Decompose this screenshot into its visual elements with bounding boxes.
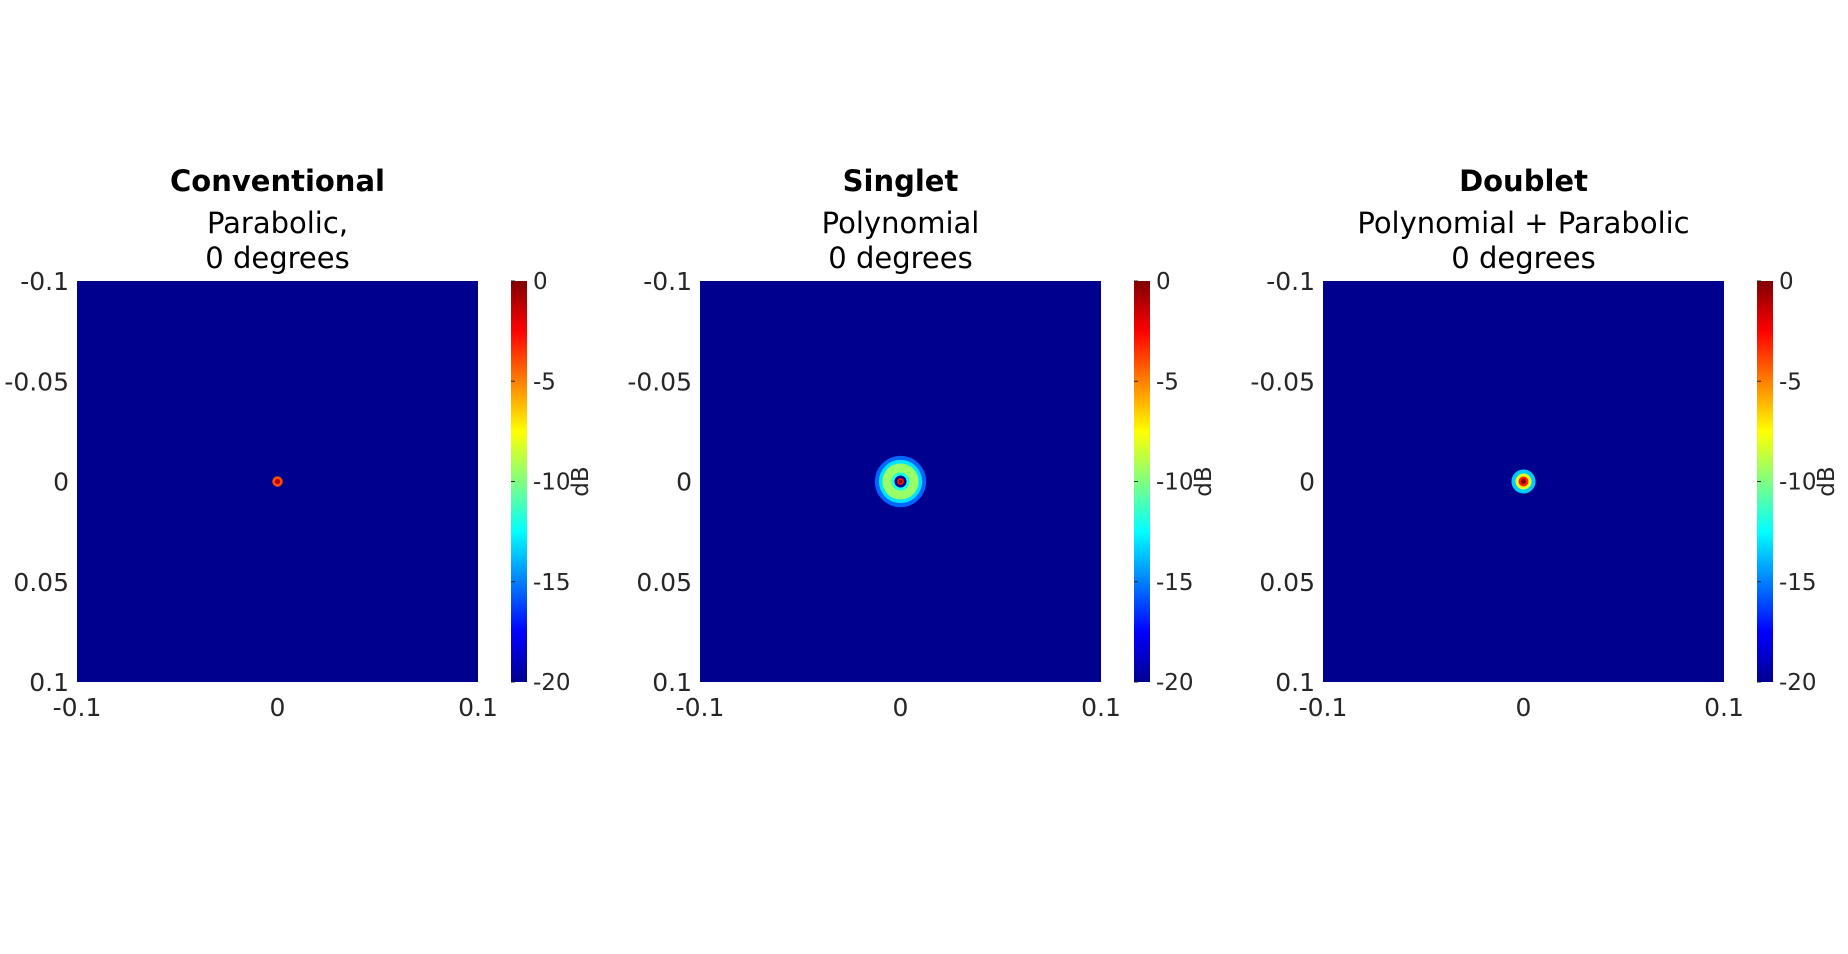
y-tick-label: 0.1 (652, 668, 692, 697)
y-tick-label: -0.05 (1250, 367, 1315, 396)
y-tick-label: -0.05 (627, 367, 692, 396)
colorbar-label: dB (568, 466, 594, 496)
x-tick-label: 0.1 (1081, 693, 1121, 722)
colorbar-tick-label: -20 (1156, 670, 1194, 696)
colorbar-tick-label: 0 (533, 269, 548, 295)
x-tick-label: 0.1 (1704, 693, 1744, 722)
colorbar-tick-label: -15 (533, 570, 571, 596)
y-tick-label: 0 (1299, 468, 1315, 497)
y-tick-label: -0.1 (20, 267, 69, 296)
colorbar-label: dB (1814, 466, 1840, 496)
heatmap-ring (274, 478, 281, 485)
colorbar-tick-label: 0 (1156, 269, 1171, 295)
y-tick-label: 0 (53, 468, 69, 497)
chart-title: Singlet (843, 164, 959, 198)
colorbar-tick-label: -10 (1779, 470, 1817, 496)
colorbar-tick-label: 0 (1779, 269, 1794, 295)
heatmap-ring (1521, 479, 1526, 484)
y-tick-label: -0.1 (1266, 267, 1315, 296)
colorbar-tick-label: -10 (533, 470, 571, 496)
colorbar-tick-label: -5 (1156, 369, 1179, 395)
chart-subtitle-line: Polynomial + Parabolic (1357, 206, 1689, 240)
chart-subtitle-line: 0 degrees (1451, 241, 1595, 275)
y-tick-label: -0.1 (643, 267, 692, 296)
colorbar-tick-label: -10 (1156, 470, 1194, 496)
chart-subtitle-line: 0 degrees (828, 241, 972, 275)
chart-subtitle-line: Parabolic, (207, 206, 348, 240)
chart-subtitle-line: Polynomial (822, 206, 980, 240)
chart-title: Doublet (1459, 164, 1588, 198)
x-tick-label: 0.1 (458, 693, 498, 722)
colorbar-tick-label: -20 (1779, 670, 1817, 696)
x-tick-label: 0 (1516, 693, 1532, 722)
chart-subtitle-line: 0 degrees (205, 241, 349, 275)
x-tick-label: -0.1 (1299, 693, 1348, 722)
heatmap-ring (898, 479, 903, 484)
x-tick-label: 0 (270, 693, 286, 722)
y-tick-label: -0.05 (4, 367, 69, 396)
y-tick-label: 0.05 (1259, 568, 1315, 597)
x-tick-label: 0 (893, 693, 909, 722)
y-tick-label: 0.05 (636, 568, 692, 597)
colorbar-label: dB (1191, 466, 1217, 496)
colorbar-tick-label: -5 (533, 369, 556, 395)
y-tick-label: 0.1 (29, 668, 69, 697)
colorbar-tick-label: -5 (1779, 369, 1802, 395)
chart-title: Conventional (170, 164, 385, 198)
colorbar-tick-label: -20 (533, 670, 571, 696)
y-tick-label: 0 (676, 468, 692, 497)
colorbar-tick-label: -15 (1156, 570, 1194, 596)
y-tick-label: 0.1 (1275, 668, 1315, 697)
x-tick-label: -0.1 (53, 693, 102, 722)
x-tick-label: -0.1 (676, 693, 725, 722)
y-tick-label: 0.05 (13, 568, 69, 597)
colorbar-tick-label: -15 (1779, 570, 1817, 596)
